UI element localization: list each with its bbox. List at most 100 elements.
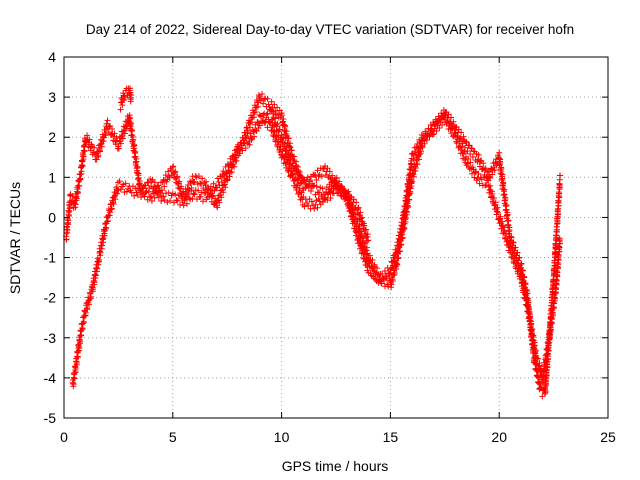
data-point (546, 331, 553, 338)
data-point (542, 363, 549, 370)
data-point (191, 178, 198, 185)
data-point (116, 178, 123, 185)
data-point (257, 97, 264, 104)
data-point (211, 187, 218, 194)
data-point (345, 188, 352, 195)
data-point (290, 170, 297, 177)
data-point (277, 143, 284, 150)
data-point (554, 218, 561, 225)
data-point (446, 122, 453, 129)
data-point (437, 116, 444, 123)
data-point (242, 132, 249, 139)
data-point (536, 360, 543, 367)
data-point (190, 179, 197, 186)
data-point (202, 189, 209, 196)
data-point (553, 234, 560, 241)
data-point (251, 133, 258, 140)
data-point (500, 180, 507, 187)
data-point (418, 148, 425, 155)
data-point (110, 201, 117, 208)
y-tick-label: 4 (48, 49, 56, 65)
data-point (191, 191, 198, 198)
data-point (364, 231, 371, 238)
data-point (99, 242, 106, 249)
data-point (499, 223, 506, 230)
data-point (378, 280, 385, 287)
data-point (172, 191, 179, 198)
data-point (134, 164, 141, 171)
data-point (186, 195, 193, 202)
data-point (98, 143, 105, 150)
data-point (224, 177, 231, 184)
data-point (493, 205, 500, 212)
data-point (529, 326, 536, 333)
data-point (220, 189, 227, 196)
data-point (499, 218, 506, 225)
data-point (134, 191, 141, 198)
data-point (491, 167, 498, 174)
data-point (396, 236, 403, 243)
data-point (170, 163, 177, 170)
data-point (79, 326, 86, 333)
data-point (331, 182, 338, 189)
data-point (104, 217, 111, 224)
data-point (112, 196, 119, 203)
data-point (404, 193, 411, 200)
data-point (416, 151, 423, 158)
data-point (108, 205, 115, 212)
data-point (207, 183, 214, 190)
data-point (103, 225, 110, 232)
data-point (407, 167, 414, 174)
data-point (226, 167, 233, 174)
data-point (226, 173, 233, 180)
data-point (334, 190, 341, 197)
data-point (307, 188, 314, 195)
y-tick-label: -4 (44, 370, 57, 386)
data-point (107, 209, 114, 216)
data-point (71, 375, 78, 382)
data-point (157, 190, 164, 197)
data-point (506, 226, 513, 233)
data-point (466, 142, 473, 149)
data-point (104, 117, 111, 124)
data-point (458, 129, 465, 136)
data-point (221, 174, 228, 181)
data-point (313, 177, 320, 184)
plot-frame (63, 56, 609, 419)
data-point (357, 215, 364, 222)
data-point (280, 116, 287, 123)
data-point (151, 183, 158, 190)
data-point (287, 157, 294, 164)
data-point (410, 156, 417, 163)
data-point (461, 148, 468, 155)
data-point (265, 101, 272, 108)
data-point (464, 147, 471, 154)
data-point (206, 193, 213, 200)
data-point (97, 249, 104, 256)
data-point (480, 160, 487, 167)
data-point (333, 181, 339, 188)
data-point (393, 249, 400, 256)
data-point (235, 141, 242, 148)
data-point (133, 158, 140, 165)
data-point (359, 247, 366, 254)
data-point (556, 182, 563, 189)
data-point (164, 199, 171, 206)
data-point (380, 275, 387, 282)
data-point (241, 139, 248, 146)
data-point (451, 127, 458, 134)
data-point (402, 203, 409, 210)
data-point (131, 192, 138, 199)
data-point (74, 354, 81, 361)
data-point (90, 286, 97, 293)
data-point (121, 130, 128, 137)
data-point (485, 183, 492, 190)
data-point (381, 267, 388, 274)
data-point (117, 140, 124, 147)
data-point (276, 126, 283, 133)
data-point (107, 122, 114, 129)
data-point (369, 256, 376, 263)
data-point (199, 175, 206, 182)
data-point (544, 346, 551, 353)
